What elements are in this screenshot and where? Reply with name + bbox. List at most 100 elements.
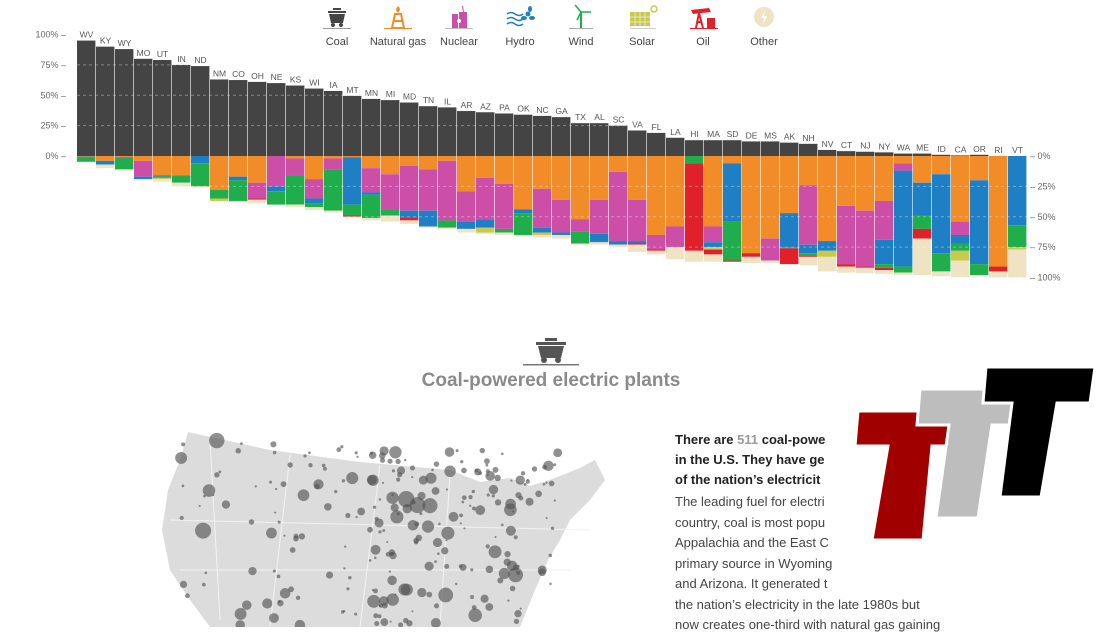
state-bar-KS[interactable]	[286, 86, 304, 208]
state-bar-ID[interactable]	[932, 155, 950, 276]
plant-dot[interactable]	[460, 460, 463, 463]
plant-dot[interactable]	[373, 588, 378, 593]
plant-dot[interactable]	[499, 568, 510, 579]
state-bar-OH[interactable]	[248, 82, 266, 204]
plant-dot[interactable]	[390, 510, 403, 523]
plant-dot[interactable]	[266, 528, 277, 539]
plant-dot[interactable]	[425, 473, 436, 484]
state-bar-AL[interactable]	[590, 123, 608, 244]
plant-dot[interactable]	[410, 465, 415, 470]
plant-dot[interactable]	[389, 552, 397, 560]
plant-dot[interactable]	[397, 467, 405, 475]
plant-dot[interactable]	[470, 568, 473, 571]
plant-dot[interactable]	[209, 433, 224, 448]
plant-dot[interactable]	[346, 587, 349, 590]
plant-dot[interactable]	[487, 474, 489, 476]
plant-dot[interactable]	[417, 588, 426, 597]
state-bar-LA[interactable]	[666, 138, 684, 260]
plant-dot[interactable]	[434, 560, 437, 563]
state-bar-NH[interactable]	[799, 144, 817, 266]
plant-dot[interactable]	[345, 513, 350, 518]
state-bar-DE[interactable]	[742, 141, 760, 263]
plant-dot[interactable]	[480, 595, 488, 603]
plant-dot[interactable]	[181, 442, 185, 446]
plant-dot[interactable]	[343, 610, 345, 612]
plant-dot[interactable]	[431, 469, 434, 472]
plant-dot[interactable]	[406, 620, 412, 626]
plant-dot[interactable]	[199, 505, 201, 507]
plant-dot[interactable]	[524, 483, 527, 486]
plant-dot[interactable]	[441, 547, 448, 554]
plant-dot[interactable]	[470, 595, 474, 599]
plant-dot[interactable]	[273, 570, 276, 573]
state-bar-WI[interactable]	[305, 89, 323, 211]
plant-dot[interactable]	[322, 464, 326, 468]
plant-dot[interactable]	[468, 608, 482, 622]
plant-dot[interactable]	[489, 485, 498, 494]
plant-dot[interactable]	[269, 481, 272, 484]
plant-dot[interactable]	[299, 533, 305, 539]
plant-dot[interactable]	[270, 441, 276, 447]
plant-dot[interactable]	[343, 567, 345, 569]
state-bar-WA[interactable]	[894, 154, 912, 276]
plant-dot[interactable]	[546, 517, 548, 519]
plant-dot[interactable]	[505, 499, 516, 510]
plant-dot[interactable]	[204, 572, 207, 575]
state-bar-MA[interactable]	[704, 140, 722, 261]
plant-dot[interactable]	[426, 592, 432, 598]
state-bar-MS[interactable]	[761, 141, 779, 262]
plant-dot[interactable]	[303, 454, 306, 457]
plant-dot[interactable]	[455, 583, 457, 585]
plant-dot[interactable]	[461, 468, 467, 474]
plant-dot[interactable]	[308, 463, 312, 467]
plant-dot[interactable]	[532, 466, 537, 471]
plant-dot[interactable]	[235, 608, 247, 620]
plant-dot[interactable]	[489, 545, 502, 558]
plant-dot[interactable]	[219, 471, 222, 474]
plant-dot[interactable]	[283, 535, 285, 537]
plant-dot[interactable]	[180, 581, 187, 588]
plant-dot[interactable]	[460, 522, 462, 524]
plant-dot[interactable]	[434, 603, 439, 608]
plant-dot[interactable]	[510, 479, 512, 481]
plant-dot[interactable]	[521, 471, 525, 475]
plant-dot[interactable]	[404, 459, 406, 461]
plant-dot[interactable]	[379, 603, 383, 607]
plant-dot[interactable]	[387, 593, 399, 605]
legend-item-coal[interactable]: Coal	[307, 0, 367, 48]
plant-dot[interactable]	[425, 562, 434, 571]
state-bar-TX[interactable]	[571, 123, 589, 244]
plant-dot[interactable]	[397, 512, 400, 515]
plant-dot[interactable]	[380, 618, 388, 626]
plant-dot[interactable]	[510, 586, 516, 592]
state-bar-CA[interactable]	[951, 155, 969, 276]
plant-dot[interactable]	[492, 494, 495, 497]
legend-item-wind[interactable]: Wind	[551, 0, 611, 48]
plant-dot[interactable]	[262, 598, 272, 608]
plant-dot[interactable]	[195, 523, 211, 539]
plant-dot[interactable]	[462, 495, 467, 500]
state-bar-NM[interactable]	[210, 79, 228, 200]
plant-dot[interactable]	[501, 452, 504, 455]
plant-dot[interactable]	[367, 527, 373, 533]
plant-dot[interactable]	[374, 621, 379, 626]
state-bar-ND[interactable]	[191, 66, 209, 188]
state-bar-AR[interactable]	[457, 111, 475, 233]
plant-dot[interactable]	[446, 488, 448, 490]
plant-dot[interactable]	[185, 593, 190, 598]
plant-dot[interactable]	[422, 520, 434, 532]
state-bar-FL[interactable]	[647, 133, 665, 255]
plant-dot[interactable]	[274, 512, 276, 514]
plant-dot[interactable]	[518, 496, 523, 501]
plant-dot[interactable]	[389, 571, 391, 573]
plant-dot[interactable]	[371, 545, 381, 555]
plant-dot[interactable]	[369, 559, 372, 562]
plant-dot[interactable]	[444, 466, 456, 478]
plant-dot[interactable]	[249, 519, 254, 524]
state-bar-CO[interactable]	[229, 80, 247, 202]
plant-dot[interactable]	[275, 488, 277, 490]
plant-dot[interactable]	[356, 456, 358, 458]
plant-dot[interactable]	[512, 511, 514, 513]
plant-dot[interactable]	[369, 452, 376, 459]
plant-dot[interactable]	[235, 448, 241, 454]
